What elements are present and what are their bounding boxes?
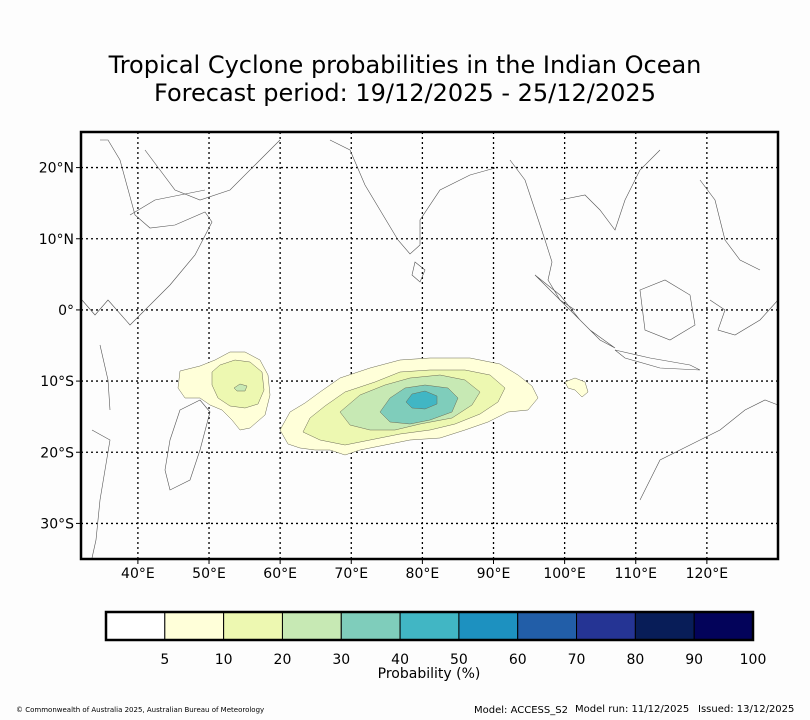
x-tick-label: 110°E (614, 566, 657, 582)
x-tick-label: 60°E (263, 566, 297, 582)
model-run: Model run: 11/12/2025 (575, 704, 690, 715)
gridlines (81, 132, 778, 559)
colorbar-tick-label: 90 (685, 652, 703, 668)
y-tick-label: 20°S (40, 445, 74, 461)
y-axis-ticks: 20°N 10°N 0° 10°S 20°S 30°S (39, 161, 81, 532)
colorbar-segment (164, 611, 225, 641)
x-tick-label: 120°E (686, 566, 729, 582)
x-tick-label: 90°E (477, 566, 511, 582)
contour-sumatra-5 (564, 377, 589, 398)
colorbar-tick-label: 60 (509, 652, 527, 668)
coast-arabia (144, 139, 281, 201)
colorbar-tick-label: 10 (215, 652, 233, 668)
coastlines (81, 139, 779, 559)
model-name: Model: ACCESS_S2 (474, 705, 568, 716)
y-tick-label: 30°S (40, 516, 74, 532)
colorbar-tick-label: 70 (568, 652, 586, 668)
colorbar-tick-label: 100 (740, 652, 767, 668)
colorbar: 5 10 20 30 40 50 60 70 80 90 100 (104, 610, 767, 668)
coast-java (614, 349, 701, 371)
colorbar-segment (576, 611, 636, 641)
colorbar-segment (223, 611, 283, 641)
contour-west-20 (233, 383, 248, 392)
colorbar-segment (105, 611, 166, 641)
colorbar-tick-label: 50 (450, 652, 468, 668)
colorbar-label: Probability (%) (378, 666, 481, 682)
colorbar-frame (104, 610, 755, 642)
colorbar-tick-label: 20 (274, 652, 292, 668)
coast-se-asia (509, 149, 661, 311)
y-tick-label: 0° (58, 303, 74, 319)
coast-sumatra (534, 274, 616, 349)
coast-africa (81, 139, 213, 559)
x-tick-label: 40°E (121, 566, 155, 582)
colorbar-tick-label: 5 (160, 652, 169, 668)
colorbar-segment (399, 611, 460, 641)
plot-frame (79, 130, 780, 561)
colorbar-segment (458, 611, 519, 641)
contour-central-40 (405, 390, 438, 410)
colorbar-tick-label: 80 (626, 652, 644, 668)
x-tick-label: 80°E (406, 566, 440, 582)
colorbar-tick-label: 30 (332, 652, 350, 668)
x-axis-ticks: 40°E 50°E 60°E 70°E 80°E 90°E 100°E 110°E 120°E (121, 559, 728, 582)
coast-sulawesi-png (699, 179, 779, 336)
colorbar-segment (693, 611, 754, 641)
chart-title: Tropical Cyclone probabilities in the In… (108, 51, 702, 79)
contour-west-10 (211, 359, 265, 409)
y-tick-label: 10°N (39, 232, 74, 248)
colorbar-segment (340, 611, 401, 641)
x-tick-label: 70°E (334, 566, 368, 582)
y-tick-label: 20°N (39, 161, 74, 177)
coast-australia (639, 399, 779, 501)
colorbar-segment (281, 611, 342, 641)
x-tick-label: 100°E (543, 566, 586, 582)
x-tick-label: 50°E (192, 566, 226, 582)
coast-madagascar (164, 399, 211, 491)
chart-subtitle: Forecast period: 19/12/2025 - 25/12/2025 (154, 79, 656, 107)
colorbar-tick-label: 40 (391, 652, 409, 668)
colorbar-segment (517, 611, 578, 641)
copyright: © Commonwealth of Australia 2025, Austra… (16, 706, 265, 714)
coast-srilanka (411, 261, 426, 283)
colorbar-segment (634, 611, 695, 641)
coast-india (329, 139, 496, 255)
probability-contours (177, 351, 589, 456)
coast-borneo (639, 279, 696, 341)
y-tick-label: 10°S (40, 374, 74, 390)
issued-date: Issued: 13/12/2025 (698, 704, 795, 715)
